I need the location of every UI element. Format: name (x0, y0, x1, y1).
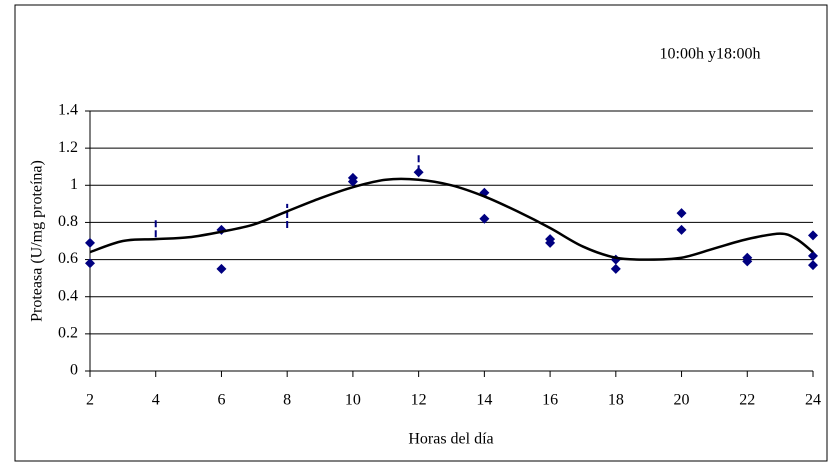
data-point (808, 250, 818, 261)
x-tick-label: 24 (805, 392, 821, 409)
data-point (808, 230, 818, 241)
y-axis-label: Proteasa (U/mg proteína) (29, 160, 46, 322)
data-point (479, 213, 490, 224)
data-point (808, 260, 818, 271)
y-tick-label: 0.6 (58, 250, 78, 267)
x-tick-label: 20 (674, 392, 690, 409)
x-tick-label: 4 (152, 392, 160, 409)
data-point (347, 176, 358, 187)
data-point (85, 237, 95, 248)
chart-frame (14, 4, 828, 462)
x-tick-label: 8 (283, 392, 291, 409)
y-tick-label: 0.8 (58, 213, 78, 230)
x-tick-label: 10 (345, 392, 361, 409)
x-tick-label: 12 (411, 392, 427, 409)
data-point (216, 263, 227, 274)
x-tick-label: 18 (608, 392, 624, 409)
y-tick-label: 1.4 (58, 102, 78, 119)
y-tick-label: 0.4 (58, 287, 78, 304)
x-axis-label: Horas del día (408, 431, 493, 448)
y-tick-label: 1 (70, 176, 78, 193)
data-point (742, 256, 753, 267)
data-point (85, 258, 95, 269)
data-point (610, 263, 621, 274)
x-tick-label: 22 (739, 392, 755, 409)
annotation: 10:00h y18:00h (660, 46, 761, 63)
y-tick-label: 0 (70, 362, 78, 379)
x-tick-label: 14 (476, 392, 492, 409)
data-point (676, 224, 687, 235)
x-tick-label: 16 (542, 392, 558, 409)
data-point (545, 237, 556, 248)
y-tick-label: 1.2 (58, 139, 78, 156)
trend-line (89, 177, 814, 261)
x-tick-label: 2 (86, 392, 94, 409)
y-tick-label: 0.2 (58, 325, 78, 342)
data-point (676, 208, 687, 219)
x-tick-label: 6 (217, 392, 225, 409)
